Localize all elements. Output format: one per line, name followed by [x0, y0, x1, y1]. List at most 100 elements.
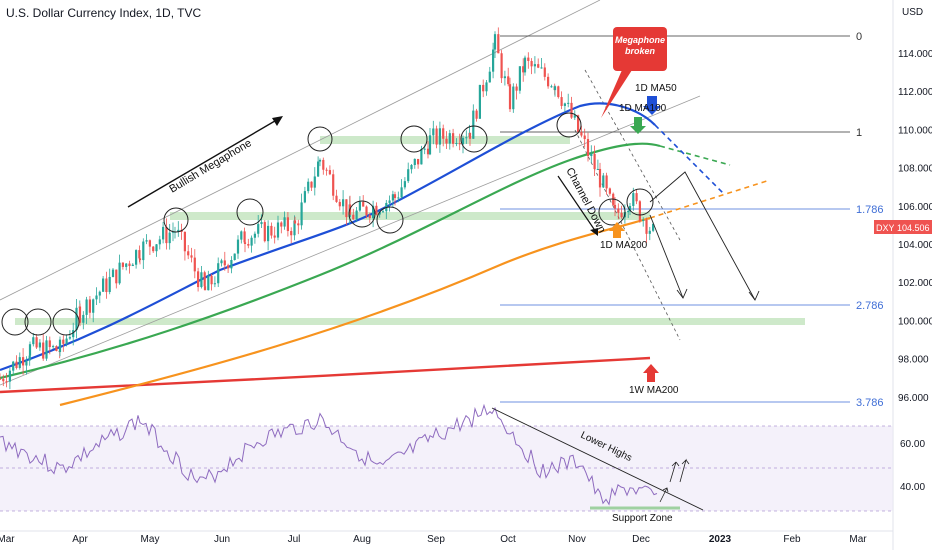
candle-body [48, 340, 51, 348]
candle-body [95, 295, 98, 300]
fib-2786-label: 2.786 [856, 300, 884, 312]
candle-body [381, 211, 385, 213]
candle-body [435, 128, 438, 145]
candle-body [423, 148, 426, 150]
candle-body [280, 222, 283, 227]
candle-body [580, 132, 583, 136]
candle-body [165, 226, 168, 244]
price-tick-label: 104.000 [898, 240, 932, 251]
candle-body [523, 57, 527, 73]
candle-body [111, 269, 115, 277]
candle-body [338, 201, 341, 207]
candle-body [543, 67, 546, 77]
time-tick-label: Sep [427, 534, 445, 545]
w200-arrow [643, 364, 659, 382]
candle-body [522, 66, 525, 73]
price-tick-label: 102.000 [898, 278, 932, 289]
candle-body [368, 215, 371, 219]
candle-body [148, 240, 151, 247]
candle-body [598, 168, 602, 188]
candle-body [512, 86, 515, 110]
candle-body [12, 361, 15, 371]
megaphone-callout: Megaphone broken [601, 27, 667, 118]
price-tick-label: 114.000 [898, 49, 932, 60]
candle-body [465, 137, 468, 139]
candle-body [257, 224, 260, 234]
candle-body [85, 299, 88, 315]
candle-body [121, 262, 124, 267]
candle-body [75, 307, 78, 331]
time-tick-label: May [141, 534, 160, 545]
candle-body [632, 193, 635, 206]
candle-body [227, 265, 230, 269]
candle-body [400, 187, 403, 198]
candle-body [472, 110, 475, 139]
candle-body [605, 175, 608, 189]
candle-body [547, 76, 550, 87]
candle-body [142, 241, 145, 261]
candle-body [335, 195, 338, 202]
price-tick-label: 108.000 [898, 164, 932, 175]
time-tick-label: Aug [353, 534, 371, 545]
candle-body [68, 337, 71, 339]
megaphone-callout-line2: broken [625, 46, 656, 56]
candle-body [345, 199, 348, 218]
time-tick-label: Mar [0, 534, 15, 545]
rsi-tick-label: 40.00 [900, 482, 925, 493]
candle-body [253, 233, 256, 238]
price-axis-ticks: 114.000 112.000 110.000 108.000 106.000 104.0… [898, 49, 932, 493]
candle-body [325, 169, 328, 171]
channel-arrow [557, 175, 598, 236]
support-zones [15, 136, 805, 325]
candle-body [247, 243, 250, 246]
candle-body [28, 344, 32, 356]
price-axis[interactable] [893, 0, 932, 550]
candle-body [493, 34, 497, 50]
candle-body [577, 115, 580, 133]
bullish-megaphone-label: Bullish Megaphone [167, 137, 253, 195]
candle-body [233, 253, 236, 260]
ma200-arrow [609, 222, 625, 238]
candle-body [455, 143, 458, 145]
candle-body [638, 201, 641, 222]
candle-body [303, 191, 306, 203]
candle-body [515, 86, 518, 91]
candle-body [190, 255, 193, 258]
candle-body [563, 103, 566, 106]
rsi-pane: Lower Highs Support Zone [0, 403, 893, 524]
candle-body [567, 102, 570, 104]
ma50-label: 1D MA50 [635, 83, 677, 94]
candle-body [365, 206, 368, 216]
candle-body [293, 220, 297, 224]
candle-body [518, 66, 521, 91]
candle-body [35, 337, 38, 348]
ma-1d-200-projection [649, 179, 771, 219]
candle-body [478, 84, 481, 119]
candle-body [115, 269, 118, 284]
candle-body [475, 110, 478, 119]
candle-body [290, 231, 293, 236]
price-tag[interactable]: DXY 104.506 [874, 220, 932, 234]
ma50-arrow [643, 96, 661, 115]
candle-body [407, 169, 410, 182]
candle-body [155, 244, 158, 252]
candle-body [332, 174, 335, 196]
candle-body [461, 137, 465, 145]
candle-body [183, 231, 186, 252]
candle-body [652, 223, 655, 231]
candle-body [586, 139, 590, 157]
time-axis-ticks: Mar Apr May Jun Jul Aug Sep Oct Nov Dec 2023 Feb Mar [0, 534, 867, 545]
candle-body [442, 128, 445, 139]
time-tick-label: Dec [632, 534, 650, 545]
candle-body [125, 263, 128, 267]
candle-body [92, 299, 95, 313]
candle-body [500, 53, 503, 79]
candle-body [391, 194, 394, 201]
candle-body [310, 181, 313, 188]
candle-body [230, 259, 233, 269]
candle-body [372, 205, 375, 219]
candle-body [497, 34, 500, 54]
candle-body [537, 64, 540, 68]
candle-body [602, 175, 605, 188]
